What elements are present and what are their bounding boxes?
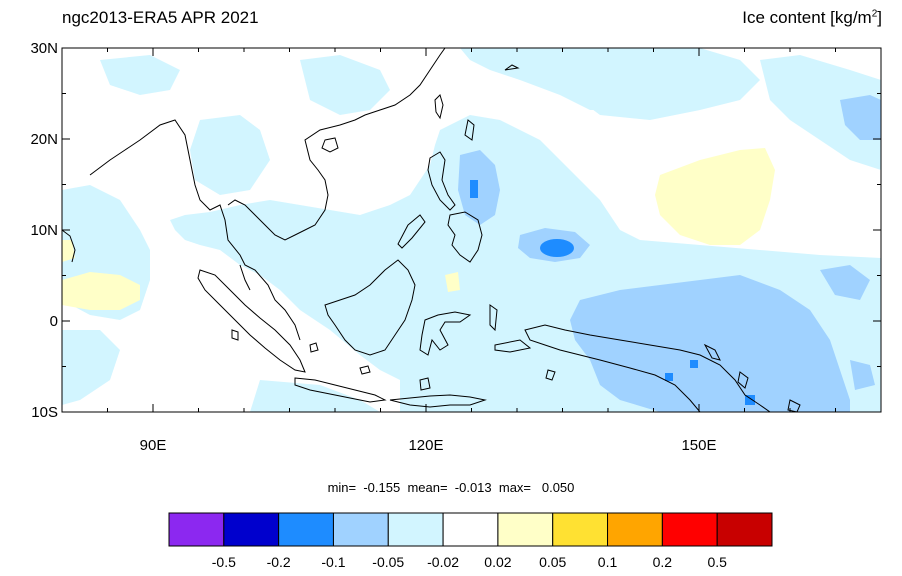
lon-tick-label: 90E <box>140 437 167 454</box>
colorbar-swatch <box>223 512 280 547</box>
lat-tick-label: 30N <box>30 40 58 57</box>
colorbar-label: 0.02 <box>484 554 512 570</box>
colorbar-label: 0.2 <box>652 554 673 570</box>
blue-field <box>470 180 755 405</box>
axis-ticks <box>61 47 882 413</box>
colorbar-label: 0.1 <box>597 554 618 570</box>
colorbar-label: -0.02 <box>427 554 460 570</box>
colorbar-label: 0.05 <box>539 554 567 570</box>
lon-tick-label: 150E <box>681 437 716 454</box>
lon-tick-label: 120E <box>408 437 443 454</box>
colorbar-label: -0.5 <box>211 554 236 570</box>
colorbar-swatch <box>607 512 663 547</box>
colorbar-swatch <box>332 512 389 547</box>
colorbar <box>168 512 773 547</box>
colorbar-swatch <box>497 512 554 547</box>
stats-line: min= -0.155 mean= -0.013 max= 0.050 <box>327 480 575 495</box>
map-title: ngc2013-ERA5 APR 2021 <box>62 8 259 27</box>
colorbar-label: 0.5 <box>707 554 727 570</box>
lat-tick-label: 10N <box>30 222 58 239</box>
coastlines <box>62 48 801 412</box>
pale-yellow-field <box>62 148 775 310</box>
colorbar-swatch <box>661 512 718 547</box>
colorbar-label: -0.05 <box>372 554 405 570</box>
units-label: Ice content [kg/m2] <box>742 8 882 27</box>
lat-tick-label: 10S <box>31 404 58 421</box>
colorbar-label: -0.2 <box>266 554 291 570</box>
axis-tick-labels: 30N 20N 10N 0 10S 90E 120E 150E <box>30 40 716 454</box>
colorbar-swatch <box>278 512 334 547</box>
lat-tick-label: 20N <box>30 131 58 148</box>
medium-blue-field <box>458 95 881 412</box>
lat-tick-label: 0 <box>50 313 58 330</box>
colorbar-swatch <box>387 512 444 547</box>
colorbar-swatch <box>552 512 609 547</box>
colorbar-swatch <box>168 512 225 547</box>
colorbar-swatch <box>442 512 499 547</box>
colorbar-swatch <box>716 512 773 547</box>
colorbar-label: -0.1 <box>321 554 346 570</box>
